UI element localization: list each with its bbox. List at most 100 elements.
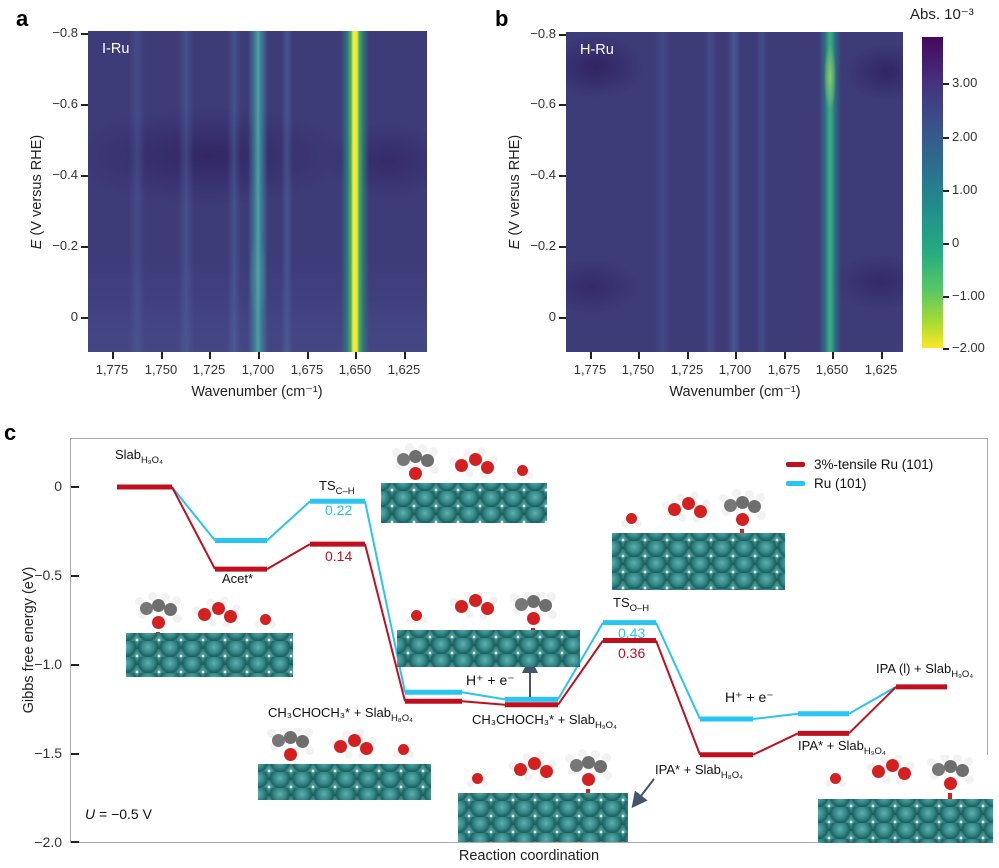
heatmap-a-tag: I-Ru [102, 41, 130, 57]
energy-line [848, 686, 897, 735]
heatmap-b: H-Ru [566, 32, 903, 352]
molecule-graphic [260, 614, 271, 625]
molecular-structure-inset [126, 588, 293, 677]
colorbar-tick-label: 2.00 [952, 129, 978, 144]
colorbar-tick-label: −2.00 [952, 340, 985, 355]
tick-mark [71, 664, 79, 666]
state-label-propoxide-2: CH₃CHOCH₃* + SlabH₉O₄ [472, 712, 617, 731]
x-tick-label: 1,675 [767, 362, 801, 377]
proton-electron-label-1: H⁺ + e⁻ [466, 672, 515, 688]
legend-row-tensile: 3%-tensile Ru (101) [786, 455, 933, 474]
molecule-graphic [830, 773, 841, 784]
energy-line [655, 640, 701, 756]
y-tick-label: −0.6 [530, 96, 556, 111]
barrier-value-ts-ch-ru: 0.22 [325, 502, 353, 518]
molecular-structure-inset [458, 743, 628, 842]
tick-mark [81, 246, 88, 248]
tick-mark [404, 352, 406, 359]
x-tick-label: 1,625 [864, 362, 898, 377]
tick-mark [355, 352, 357, 359]
state-label-ts-ch: TSC–H [319, 478, 355, 497]
tick-mark [81, 104, 88, 106]
legend: 3%-tensile Ru (101) Ru (101) [786, 455, 933, 493]
molecule-graphic [872, 765, 885, 778]
x-tick-label: 1,725 [192, 362, 226, 377]
state-label-ipa-1: IPA* + SlabH₈O₄ [655, 762, 743, 781]
tick-mark [784, 352, 786, 359]
slab-graphic [612, 532, 785, 590]
x-tick-label: 1,700 [718, 362, 752, 377]
tick-mark [307, 352, 309, 359]
x-tick-label: 1,775 [573, 362, 607, 377]
proton-electron-label-2: H⁺ + e⁻ [725, 689, 774, 705]
tick-mark [559, 246, 566, 248]
tick-mark [71, 486, 79, 488]
y-tick-label: −0.6 [52, 96, 78, 111]
state-label-ts-oh: TSO–H [613, 595, 649, 614]
energy-line [631, 778, 655, 809]
tick-mark [161, 352, 163, 359]
molecule-graphic [515, 598, 535, 639]
energy-line [364, 543, 406, 702]
tick-mark [71, 841, 79, 843]
tick-mark [687, 352, 689, 359]
energy-line [557, 622, 604, 700]
legend-row-ru: Ru (101) [786, 474, 933, 493]
panel-a-letter: a [16, 6, 29, 31]
molecule-graphic [724, 499, 744, 540]
tick-mark [638, 352, 640, 359]
molecule-graphic [570, 759, 590, 800]
tick-mark [943, 348, 949, 350]
molecule-graphic [455, 600, 468, 613]
legend-label-ru: Ru (101) [814, 476, 867, 491]
slab-graphic [381, 483, 547, 523]
slab-graphic [458, 792, 628, 842]
y-tick-label: 0 [70, 309, 78, 324]
y-tick-label: −0.5 [34, 567, 62, 583]
tick-mark [81, 33, 88, 35]
energy-line [461, 691, 506, 701]
legend-swatch-ru [786, 481, 805, 486]
y-tick-label: −2.0 [34, 834, 62, 850]
y-tick-label: −0.4 [530, 167, 556, 182]
y-tick-label: 0 [548, 309, 556, 324]
state-label-text: IPA (l) + Slab [876, 661, 952, 676]
y-tick-label: −1.0 [34, 656, 62, 672]
panel-c-letter: c [4, 420, 17, 445]
x-tick-label: 1,750 [144, 362, 178, 377]
x-tick-label: 1,775 [95, 362, 129, 377]
state-label-subscript: O–H [629, 603, 650, 614]
tick-mark [559, 104, 566, 106]
barrier-value-ts-ch-tensile: 0.14 [325, 548, 353, 564]
state-label-ipa-2: IPA* + SlabH₉O₄ [798, 738, 886, 757]
tick-mark [71, 753, 79, 755]
panel-c-xlabel: Reaction coordination [458, 848, 600, 864]
energy-line [266, 500, 311, 542]
tick-mark [735, 352, 737, 359]
state-label-subscript: C–H [335, 486, 355, 497]
state-label-subscript: H₉O₄ [951, 669, 974, 680]
colorbar-tick-label: 1.00 [952, 182, 978, 197]
energy-line [461, 700, 506, 706]
state-label-subscript: H₈O₄ [720, 770, 743, 781]
state-label-subscript: H₉O₄ [141, 455, 163, 466]
tick-mark [832, 352, 834, 359]
molecule-graphic [334, 740, 347, 753]
molecule-graphic [140, 602, 160, 643]
slab-graphic [397, 629, 580, 667]
state-label-text: Slab [115, 447, 142, 462]
tick-mark [81, 317, 88, 319]
molecular-structure-inset [381, 443, 547, 523]
x-tick-label: 1,650 [815, 362, 849, 377]
tick-mark [943, 296, 949, 298]
state-label-text: TS [319, 478, 336, 493]
state-label-acet: Acet* [222, 571, 254, 586]
molecular-structure-inset [397, 592, 580, 667]
molecular-structure-inset [612, 475, 785, 590]
molecular-structure-inset [818, 755, 993, 843]
tick-mark [943, 243, 949, 245]
potential-symbol: U [85, 806, 96, 822]
tick-mark [590, 352, 592, 359]
colorbar-tick-label: 0 [952, 235, 960, 250]
state-label-subscript: H₉O₄ [863, 746, 886, 757]
